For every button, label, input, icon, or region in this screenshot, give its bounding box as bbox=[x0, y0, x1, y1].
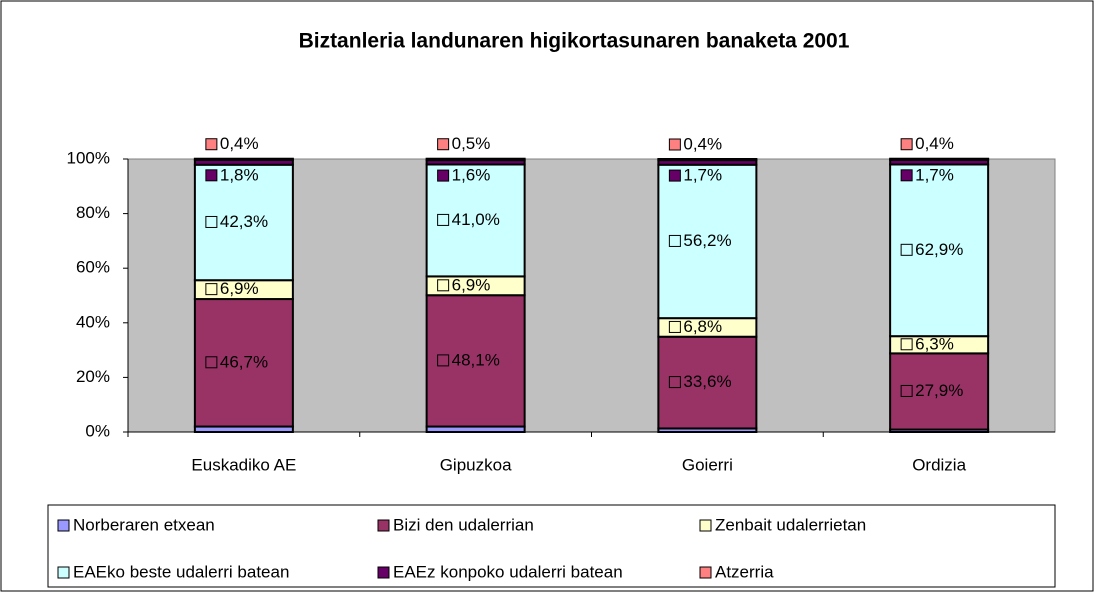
label-key bbox=[668, 320, 681, 333]
label-key bbox=[900, 169, 913, 182]
data-label: 48,1% bbox=[452, 350, 500, 369]
bar-segment bbox=[889, 157, 990, 161]
y-tick-label: 100% bbox=[67, 148, 110, 167]
label-key bbox=[900, 243, 913, 256]
label-key bbox=[205, 169, 218, 182]
label-key bbox=[205, 138, 218, 151]
data-label: 0,4% bbox=[683, 134, 722, 153]
data-label: 1,6% bbox=[452, 166, 491, 185]
label-key bbox=[900, 384, 913, 397]
data-label: 6,9% bbox=[220, 279, 259, 298]
legend-key bbox=[377, 519, 390, 532]
legend-label: Norberaren etxean bbox=[73, 515, 215, 534]
label-key bbox=[668, 376, 681, 389]
label-key bbox=[668, 234, 681, 247]
legend-label: Atzerria bbox=[715, 562, 774, 581]
legend-label: EAEz konpoko udalerri batean bbox=[393, 562, 623, 581]
label-key bbox=[900, 338, 913, 351]
data-label: 6,9% bbox=[452, 275, 491, 294]
chart-title: Biztanleria landunaren higikortasunaren … bbox=[299, 30, 850, 53]
data-label: 62,9% bbox=[915, 240, 963, 259]
label-key bbox=[437, 138, 450, 151]
label-key bbox=[205, 283, 218, 296]
legend bbox=[47, 504, 1056, 588]
y-tick-label: 20% bbox=[76, 367, 110, 386]
label-key bbox=[437, 169, 450, 182]
data-label: 56,2% bbox=[683, 231, 731, 250]
x-tick-label: Ordizia bbox=[912, 455, 966, 474]
label-key bbox=[900, 138, 913, 151]
data-label: 42,3% bbox=[220, 212, 268, 231]
data-label: 1,8% bbox=[220, 165, 259, 184]
y-tick-label: 40% bbox=[76, 312, 110, 331]
data-label: 27,9% bbox=[915, 381, 963, 400]
label-key bbox=[668, 169, 681, 182]
x-tick-label: Goierri bbox=[682, 455, 733, 474]
label-key bbox=[437, 354, 450, 367]
data-label: 0,4% bbox=[915, 134, 954, 153]
label-key bbox=[437, 213, 450, 226]
legend-key bbox=[699, 519, 712, 532]
data-label: 0,5% bbox=[452, 134, 491, 153]
data-label: 46,7% bbox=[220, 352, 268, 371]
legend-key bbox=[57, 566, 70, 579]
legend-key bbox=[699, 566, 712, 579]
data-label: 6,8% bbox=[683, 317, 722, 336]
data-label: 0,4% bbox=[220, 134, 259, 153]
data-label: 33,6% bbox=[683, 372, 731, 391]
label-key bbox=[205, 215, 218, 228]
y-tick-label: 60% bbox=[76, 258, 110, 277]
legend-label: Bizi den udalerrian bbox=[393, 515, 534, 534]
data-label: 6,3% bbox=[915, 334, 954, 353]
data-label: 41,0% bbox=[452, 210, 500, 229]
bar-segment bbox=[193, 157, 294, 161]
x-tick-label: Euskadiko AE bbox=[191, 455, 296, 474]
legend-label: Zenbait udalerrietan bbox=[715, 515, 866, 534]
data-label: 1,7% bbox=[915, 165, 954, 184]
label-key bbox=[668, 138, 681, 151]
x-tick-label: Gipuzkoa bbox=[440, 455, 512, 474]
legend-label: EAEko beste udalerri batean bbox=[73, 562, 289, 581]
y-tick-label: 0% bbox=[85, 421, 110, 440]
legend-key bbox=[57, 519, 70, 532]
bar-segment bbox=[425, 157, 526, 162]
bar-segment bbox=[657, 158, 758, 162]
data-label: 1,7% bbox=[683, 166, 722, 185]
label-key bbox=[205, 356, 218, 369]
legend-key bbox=[377, 566, 390, 579]
y-tick-label: 80% bbox=[76, 203, 110, 222]
label-key bbox=[437, 279, 450, 292]
